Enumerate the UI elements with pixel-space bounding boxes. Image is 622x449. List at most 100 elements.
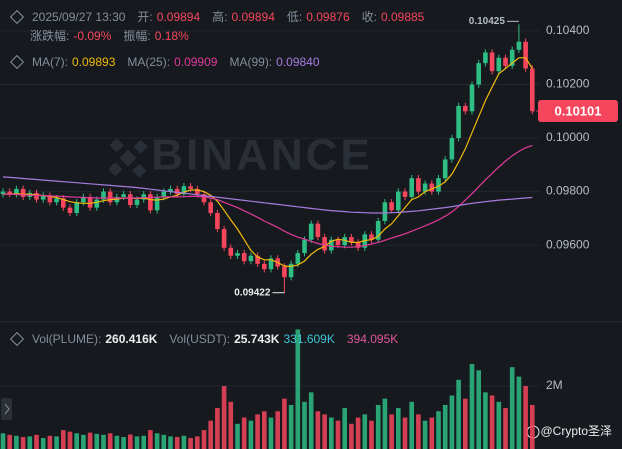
volume-bar — [369, 420, 374, 449]
y-tick-label: 0.10400 — [546, 23, 590, 37]
candle-body — [523, 41, 528, 69]
legend-value: -0.09% — [73, 28, 112, 43]
volume-bar — [61, 430, 66, 449]
volume-bar — [87, 432, 93, 449]
volume-bar — [509, 367, 515, 449]
candle-body — [154, 196, 160, 211]
ma-legend-value: 0.09909 — [174, 55, 218, 69]
volume-bar — [342, 408, 347, 449]
volume-bar — [429, 417, 435, 449]
legend-value: 0.09876 — [306, 9, 350, 24]
volume-bar — [114, 435, 120, 449]
candle-body — [248, 255, 254, 262]
candle-body — [174, 188, 180, 195]
volume-bar — [81, 434, 86, 449]
candle-body — [101, 191, 106, 200]
volume-bar — [255, 414, 260, 449]
candle-body — [161, 191, 167, 197]
legend-value: 0.09894 — [156, 9, 201, 24]
y-tick-label: 0.10200 — [546, 77, 590, 91]
candle-body — [463, 105, 468, 112]
ma-line — [3, 145, 533, 248]
ma-legend-value: 0.09840 — [276, 55, 320, 69]
volume-bar — [375, 404, 381, 449]
volume-bar — [402, 417, 408, 449]
volume-bar — [469, 364, 475, 449]
legend-label: 高: — [212, 10, 228, 24]
volume-bar — [235, 423, 240, 449]
volume-ma-value: 394.095K — [346, 332, 399, 346]
volume-bar — [282, 398, 287, 449]
candle-body — [221, 229, 227, 248]
volume-bar — [409, 401, 414, 449]
candle-body — [369, 234, 374, 240]
volume-bar — [349, 423, 354, 449]
candle-body — [429, 183, 435, 192]
low-label: 0.09422 — [234, 287, 271, 298]
candle-body — [235, 253, 240, 256]
volume-bar — [221, 386, 227, 449]
candle-body — [469, 84, 475, 112]
volume-bar — [422, 420, 428, 449]
volume-bar — [268, 417, 274, 449]
volume-bar — [47, 435, 53, 449]
candle-body — [322, 237, 327, 251]
candle-body — [201, 194, 207, 203]
candle-body — [148, 194, 153, 211]
scroll-arrow — [4, 403, 10, 415]
legend-value: 0.18% — [154, 28, 189, 43]
candle-body — [107, 191, 113, 203]
candle-body — [382, 202, 388, 222]
legend-value: 0.09885 — [380, 9, 425, 24]
candle-body — [94, 199, 100, 208]
ma-legend-name: MA(99): — [229, 55, 273, 69]
candle-body — [168, 188, 173, 192]
volume-bar — [516, 376, 522, 449]
y-tick-label: 0.10000 — [546, 130, 590, 144]
legend-icon — [9, 54, 25, 70]
volume-legend: Vol(PLUME): 260.416K Vol(USDT): 25.743K 331.… — [9, 331, 406, 347]
volume-bar — [168, 436, 173, 449]
ma-legend-name: MA(25): — [127, 55, 171, 69]
candle-body — [61, 198, 66, 208]
candle-body — [396, 191, 401, 211]
candle-body — [255, 255, 260, 264]
volume-bar — [302, 401, 307, 449]
volume-bar — [67, 431, 73, 449]
y-tick-label: 0.09600 — [546, 237, 590, 251]
candle-body — [141, 194, 146, 200]
volume-bar — [0, 433, 6, 449]
ma-legend: MA(7): 0.09893 MA(25): 0.09909 MA(99): 0.0984… — [9, 54, 328, 70]
candle-body — [436, 178, 441, 192]
legend-icon — [9, 331, 25, 347]
volume-bar — [161, 434, 167, 449]
candle-body — [355, 242, 361, 248]
candle-body — [295, 253, 301, 264]
watermark-logo — [108, 138, 148, 178]
candle-body — [489, 52, 495, 72]
candle-body — [40, 195, 46, 200]
watermark: BINANCE — [151, 131, 372, 180]
candle-body — [268, 258, 274, 270]
volume-bar — [489, 395, 495, 449]
volume-legend-value: 260.416K — [105, 332, 158, 346]
volume-bar — [389, 414, 394, 449]
candle-body — [195, 188, 200, 195]
candle-body — [476, 63, 481, 85]
candle-body — [456, 105, 461, 139]
volume-bar — [449, 395, 455, 449]
scroll-button[interactable] — [1, 398, 12, 420]
volume-bar — [308, 392, 314, 449]
volume-bar — [94, 433, 100, 449]
candle-body — [496, 57, 502, 72]
candle-body — [422, 183, 428, 192]
legend-time: 2025/09/27 13:30 — [32, 9, 126, 24]
volume-bar — [456, 379, 461, 449]
volume-bar — [496, 401, 502, 449]
credit: @Crypto圣泽 — [540, 424, 612, 438]
legend-icon — [9, 9, 25, 24]
ohlc-legend: 2025/09/27 13:30 开: 0.09894 高: 0.09894 低: 0.0… — [9, 8, 432, 25]
volume-legend-label: Vol(USDT): — [169, 332, 231, 346]
volume-bar — [396, 408, 401, 449]
